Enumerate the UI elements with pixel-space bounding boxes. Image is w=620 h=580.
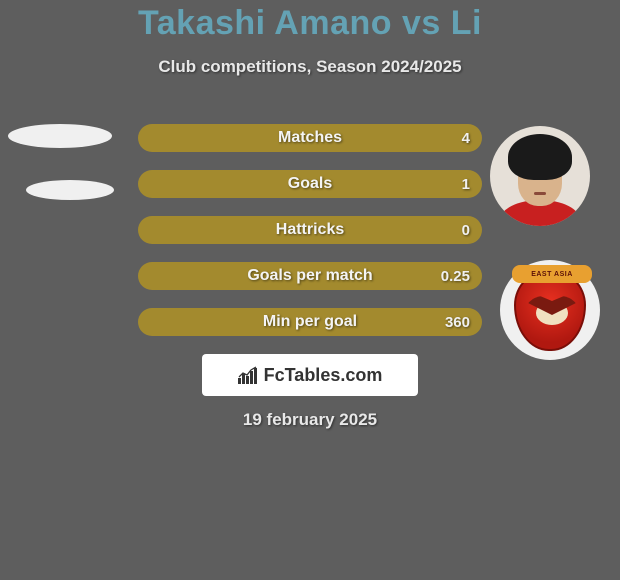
branding-box: FcTables.com xyxy=(202,354,418,396)
stat-value: 0 xyxy=(462,222,470,239)
stat-row-hattricks: Hattricks 0 xyxy=(138,216,482,244)
stat-label: Min per goal xyxy=(263,313,357,331)
stat-label: Goals per match xyxy=(247,267,372,285)
stats-bars: Matches 4 Goals 1 Hattricks 0 Goals per … xyxy=(138,124,482,354)
stat-value: 0.25 xyxy=(441,268,470,285)
page-subtitle: Club competitions, Season 2024/2025 xyxy=(0,57,620,77)
stat-value: 360 xyxy=(445,314,470,331)
stat-value: 1 xyxy=(462,176,470,193)
stat-row-goals: Goals 1 xyxy=(138,170,482,198)
player-left-placeholder-2 xyxy=(26,180,114,200)
comparison-infographic: Takashi Amano vs Li Club competitions, S… xyxy=(0,0,620,580)
stat-label: Matches xyxy=(278,129,342,147)
stat-label: Hattricks xyxy=(276,221,344,239)
stat-row-matches: Matches 4 xyxy=(138,124,482,152)
east-asia-badge: EAST ASIA xyxy=(514,269,586,351)
date-text: 19 february 2025 xyxy=(243,410,377,430)
club-crest-right: EAST ASIA xyxy=(500,260,600,360)
stat-label: Goals xyxy=(288,175,332,193)
branding-text: FcTables.com xyxy=(264,365,383,386)
stat-row-goals-per-match: Goals per match 0.25 xyxy=(138,262,482,290)
player-left-placeholder-1 xyxy=(8,124,112,148)
bar-chart-icon xyxy=(238,366,258,384)
stat-value: 4 xyxy=(462,130,470,147)
eagle-icon xyxy=(528,295,576,335)
stat-row-min-per-goal: Min per goal 360 xyxy=(138,308,482,336)
player-right-photo xyxy=(490,126,590,226)
crest-text: EAST ASIA xyxy=(531,271,573,278)
page-title: Takashi Amano vs Li xyxy=(0,0,620,43)
